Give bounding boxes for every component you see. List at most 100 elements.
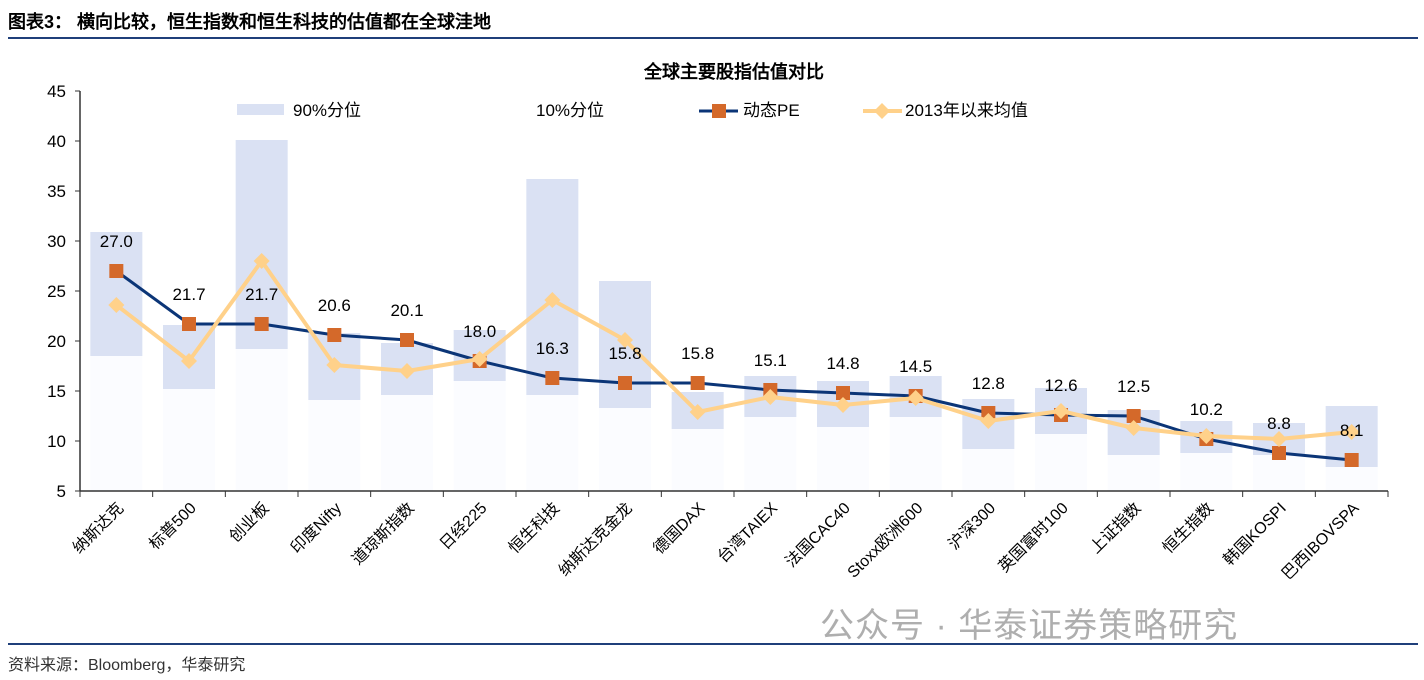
y-tick-label: 30 bbox=[47, 232, 66, 251]
chart-title: 全球主要股指估值对比 bbox=[643, 61, 824, 82]
legend-marker-avg bbox=[874, 103, 890, 119]
bar-10pct bbox=[381, 395, 433, 491]
avg-marker bbox=[907, 390, 924, 406]
x-tick-label: 创业板 bbox=[226, 499, 273, 546]
pe-data-label: 10.2 bbox=[1190, 400, 1223, 419]
legend-label-10pct: 10%分位 bbox=[536, 101, 604, 120]
x-tick-label: 巴西IBOVSPA bbox=[1279, 500, 1363, 584]
x-tick-label: 沪深300 bbox=[945, 499, 999, 553]
x-tick-label: 韩国KOSPI bbox=[1220, 499, 1290, 569]
legend-marker-pe bbox=[712, 104, 726, 118]
y-tick-label: 35 bbox=[47, 182, 66, 201]
x-tick-label: 恒生科技 bbox=[505, 499, 563, 557]
pe-marker bbox=[545, 371, 560, 385]
pe-marker bbox=[109, 264, 124, 278]
legend-label-pe: 动态PE bbox=[743, 101, 800, 120]
bar-10pct bbox=[453, 381, 506, 491]
avg-marker bbox=[762, 389, 779, 405]
pe-marker bbox=[836, 386, 850, 400]
avg-marker bbox=[1125, 420, 1142, 436]
x-tick-label: 恒生指数 bbox=[1159, 499, 1217, 557]
pe-marker bbox=[254, 317, 269, 331]
x-tick-label: 英国富时100 bbox=[995, 499, 1072, 576]
x-tick-label: 上证指数 bbox=[1087, 499, 1145, 557]
bar-10pct bbox=[744, 417, 797, 491]
avg-marker bbox=[108, 297, 125, 313]
bar-10pct bbox=[308, 400, 361, 491]
bar-10pct bbox=[599, 408, 651, 491]
y-tick-label: 10 bbox=[47, 432, 66, 451]
watermark: 公众号 · 华泰证券策略研究 bbox=[820, 607, 1239, 645]
bottom-divider bbox=[8, 643, 1418, 645]
avg-marker bbox=[544, 292, 561, 308]
legend-label-avg: 2013年以来均值 bbox=[905, 101, 1028, 120]
x-tick-label: Stoxx欧洲600 bbox=[844, 499, 927, 582]
x-tick-label: 法国CAC40 bbox=[782, 499, 854, 571]
figure-title: 图表3： 横向比较，恒生指数和恒生科技的估值都在全球洼地 bbox=[8, 12, 492, 32]
source-note: 资料来源：Bloomberg，华泰研究 bbox=[8, 657, 246, 674]
x-tick-label: 道琼斯指数 bbox=[349, 499, 418, 568]
legend-label-90pct: 90%分位 bbox=[293, 101, 361, 120]
pe-marker bbox=[1126, 409, 1141, 423]
y-tick-label: 5 bbox=[57, 482, 66, 501]
y-tick-label: 25 bbox=[47, 282, 66, 301]
y-tick-label: 40 bbox=[47, 132, 66, 151]
bar-10pct bbox=[163, 389, 215, 491]
y-tick-label: 20 bbox=[47, 332, 66, 351]
pe-data-label: 20.6 bbox=[318, 296, 351, 315]
avg-line bbox=[115, 259, 1352, 441]
legend-swatch-90pct bbox=[237, 104, 284, 115]
x-tick-label: 标普500 bbox=[146, 499, 200, 553]
x-tick-label: 纳斯达克 bbox=[69, 499, 127, 557]
pe-marker bbox=[1272, 446, 1286, 460]
pe-data-label: 12.8 bbox=[972, 374, 1005, 393]
pe-marker bbox=[400, 333, 414, 347]
bar-10pct bbox=[671, 429, 724, 491]
pe-data-label: 15.8 bbox=[608, 344, 641, 363]
top-divider bbox=[8, 37, 1418, 39]
bar-90pct bbox=[526, 179, 579, 395]
bar-10pct bbox=[962, 449, 1015, 491]
pe-data-label: 8.1 bbox=[1340, 421, 1364, 440]
y-tick-label: 45 bbox=[47, 82, 66, 101]
pe-data-label: 12.5 bbox=[1117, 377, 1150, 396]
pe-marker bbox=[327, 328, 342, 342]
avg-marker bbox=[1271, 431, 1287, 447]
avg-marker bbox=[835, 397, 851, 413]
avg-marker bbox=[471, 351, 488, 367]
x-tick-label: 印度Nifty bbox=[287, 499, 345, 557]
y-tick-label: 15 bbox=[47, 382, 66, 401]
x-tick-label: 德国DAX bbox=[650, 499, 709, 558]
avg-marker bbox=[1343, 424, 1360, 440]
bar-10pct bbox=[90, 356, 143, 491]
x-tick-label: 纳斯达克金龙 bbox=[555, 499, 636, 580]
avg-marker bbox=[689, 404, 706, 420]
avg-marker bbox=[181, 353, 197, 369]
bar-10pct bbox=[235, 349, 288, 491]
x-tick-label: 日经225 bbox=[436, 499, 490, 553]
pe-data-label: 14.5 bbox=[899, 357, 932, 376]
pe-data-label: 16.3 bbox=[536, 339, 569, 358]
pe-data-label: 15.8 bbox=[681, 344, 714, 363]
pe-line bbox=[115, 269, 1352, 462]
pe-data-label: 12.6 bbox=[1044, 376, 1077, 395]
avg-marker bbox=[980, 413, 997, 429]
pe-data-label: 20.1 bbox=[390, 301, 423, 320]
bar-10pct bbox=[1180, 453, 1233, 491]
avg-marker bbox=[617, 332, 633, 348]
pe-marker bbox=[1344, 453, 1359, 467]
avg-marker bbox=[399, 363, 415, 379]
pe-marker bbox=[182, 317, 196, 331]
avg-marker bbox=[326, 357, 343, 373]
x-tick-label: 台湾TAIEX bbox=[714, 499, 781, 566]
pe-data-label: 27.0 bbox=[100, 232, 133, 251]
bar-10pct bbox=[817, 427, 869, 491]
pe-marker bbox=[690, 376, 705, 390]
pe-data-label: 14.8 bbox=[826, 354, 859, 373]
pe-data-label: 18.0 bbox=[463, 322, 496, 341]
avg-marker bbox=[1053, 403, 1069, 419]
avg-marker bbox=[253, 253, 270, 269]
bar-10pct bbox=[1253, 455, 1305, 491]
bar-10pct bbox=[1107, 455, 1160, 491]
